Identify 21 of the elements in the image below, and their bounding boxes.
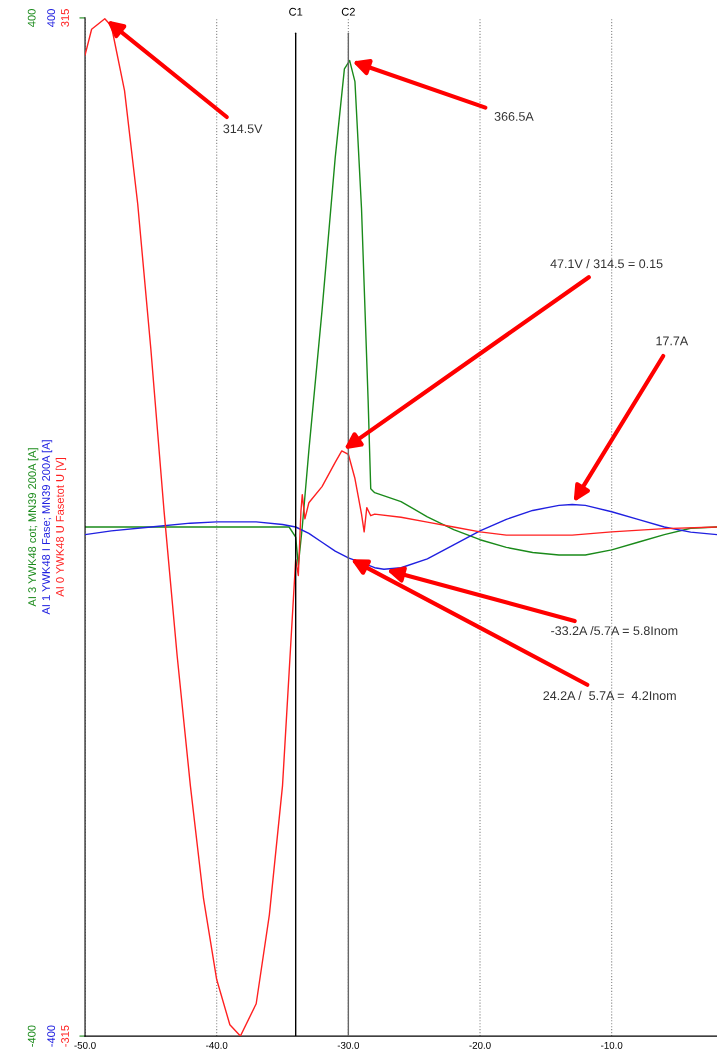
annotation: 314.5V [223,124,263,134]
annotation: 17.7A [656,336,689,346]
annotation: 47.1V / 314.5 = 0.15 [550,258,663,269]
y-axis-title: AI 3 YWK48 cot; MN39 200A [A] [27,448,39,607]
annotation: 24.2A / 5.7A = 4.2Inom [543,690,676,701]
x-tick-label: -50.0 [74,1041,96,1049]
y3-axis-title: AI 0 YWK48 U Fasetot U [V] [55,458,67,597]
annotation: 366.5A [494,112,534,121]
ref-line-label: C2 [341,7,355,16]
y3-tick-label: 315 [61,9,69,27]
x-tick-label: -20.0 [469,1041,491,1049]
y3-tick-label: -315 [61,1025,69,1047]
x-tick-label: -30.0 [337,1041,360,1049]
y2-axis-title: AI 1 YWK48 I Fase; MN39 200A [A] [41,440,53,615]
annotation: -33.2A /5.7A = 5.8Inom [551,625,678,636]
x-tick-label: -40.0 [206,1041,228,1049]
y2-tick-label: -400 [47,1025,56,1047]
y2-tick-label: 400 [47,9,56,27]
line-series [85,18,717,1037]
x-tick-label: -10.0 [601,1041,623,1049]
ref-line-label: C1 [289,7,303,16]
